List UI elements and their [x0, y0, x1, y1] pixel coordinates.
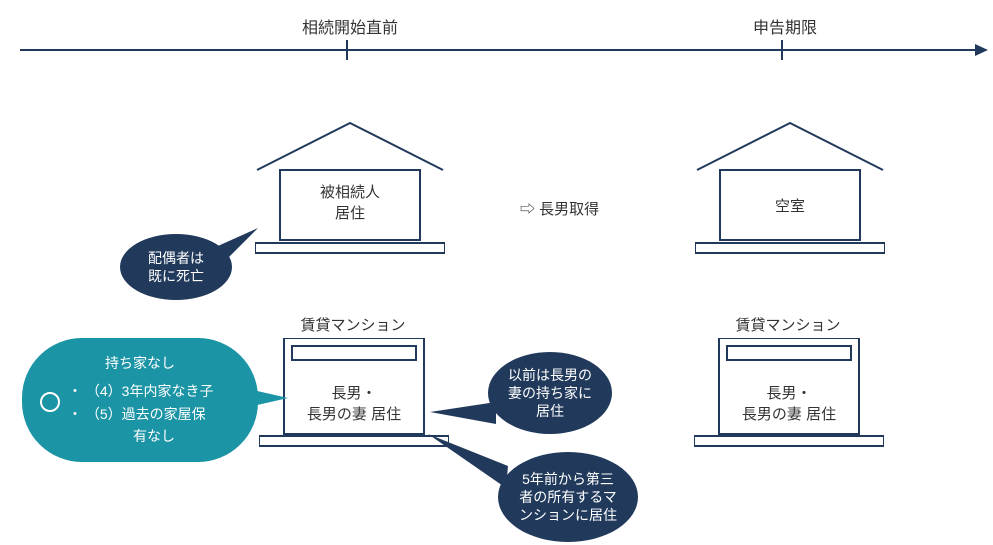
teal-item2b: 有なし: [68, 425, 240, 447]
third-bubble: 5年前から第三 者の所有するマ ンションに居住: [498, 452, 638, 542]
wife-line1: 以前は長男の: [508, 367, 592, 383]
house-left-line1: 被相続人: [320, 184, 380, 201]
apt-right-line2: 長男の妻 居住: [742, 406, 836, 423]
spouse-bubble: 配偶者は 既に死亡: [120, 234, 232, 300]
apt-left-label: 長男・ 長男の妻 居住: [284, 383, 424, 425]
house-right-label: 空室: [720, 195, 860, 216]
third-line3: ンションに居住: [519, 507, 617, 523]
timeline-label-1: 相続開始直前: [290, 14, 410, 38]
house-left-label: 被相続人 居住: [280, 182, 420, 224]
wife-line3: 居住: [536, 403, 564, 419]
teal-title: 持ち家なし: [40, 352, 240, 374]
teal-bubble: 持ち家なし ・ （4）3年内家なき子 ・ （5）過去の家屋保 有なし: [22, 338, 258, 462]
circle-icon: [40, 392, 60, 412]
apt-left-line2: 長男の妻 居住: [307, 406, 401, 423]
apt-right-line1: 長男・: [766, 385, 811, 402]
house-left-line2: 居住: [335, 205, 365, 222]
third-line1: 5年前から第三: [522, 471, 614, 487]
wife-bubble: 以前は長男の 妻の持ち家に 居住: [488, 352, 612, 434]
wife-line2: 妻の持ち家に: [508, 385, 592, 401]
house-right-line1: 空室: [775, 198, 805, 215]
third-line2: 者の所有するマ: [519, 489, 616, 505]
apt-left-line1: 長男・: [331, 385, 376, 402]
acquire-label: ⇨ 長男取得: [520, 198, 599, 219]
apt-right-title: 賃貸マンション: [713, 314, 863, 335]
teal-item2: ・ （5）過去の家屋保: [68, 403, 240, 425]
apt-left-title: 賃貸マンション: [278, 314, 428, 335]
apt-right-label: 長男・ 長男の妻 居住: [719, 383, 859, 425]
house-right: [695, 115, 885, 260]
spouse-line2: 既に死亡: [148, 268, 204, 284]
timeline-label-2: 申告期限: [740, 14, 830, 38]
spouse-line1: 配偶者は: [148, 250, 204, 266]
teal-item1: ・ （4）3年内家なき子: [68, 380, 240, 402]
timeline: [0, 0, 993, 80]
